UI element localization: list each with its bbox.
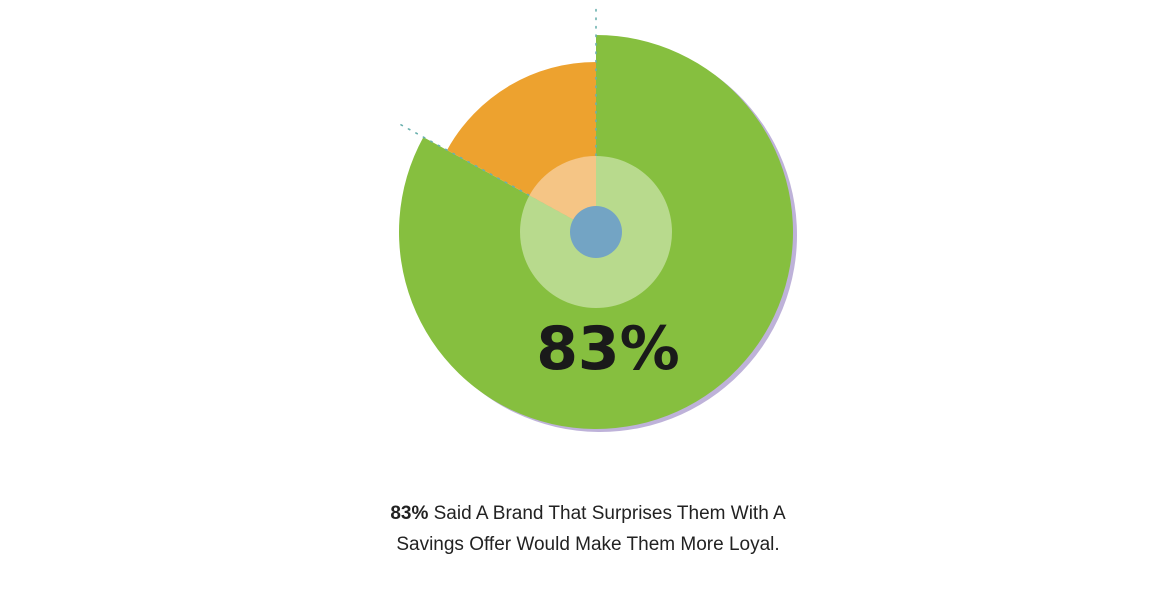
caption-line-1: 83% Said A Brand That Surprises Them Wit… [0, 498, 1176, 529]
caption: 83% Said A Brand That Surprises Them Wit… [0, 498, 1176, 560]
caption-line-2: Savings Offer Would Make Them More Loyal… [396, 534, 780, 555]
caption-line-1-text: Said A Brand That Surprises Them With A [428, 503, 786, 524]
caption-highlight: 83% [390, 503, 429, 524]
center-hub [570, 206, 622, 258]
center-percentage-label: 83% [536, 314, 680, 384]
